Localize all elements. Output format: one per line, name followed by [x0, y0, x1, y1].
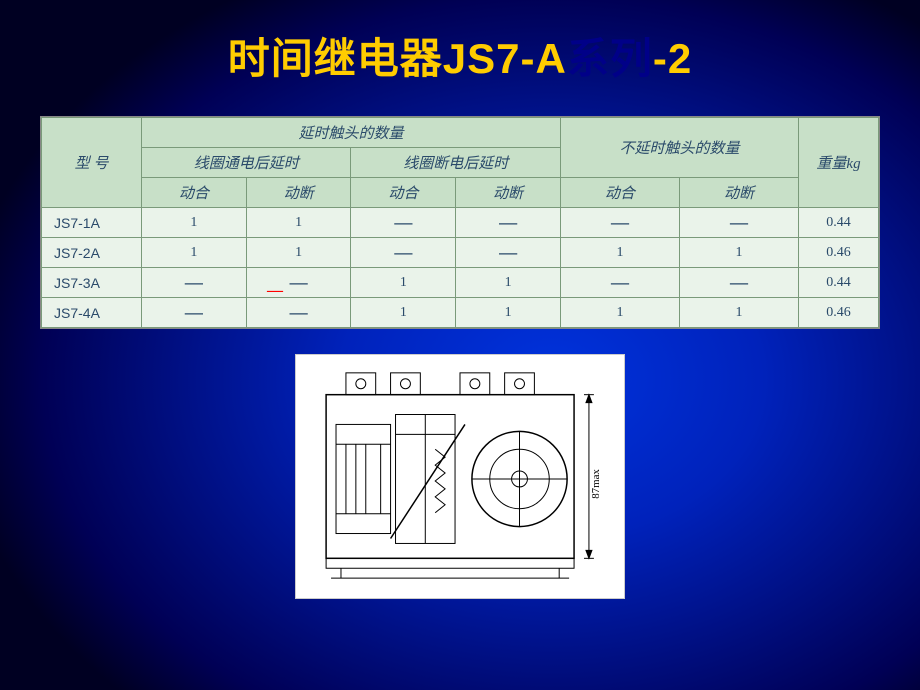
title-part3: 系列: [567, 37, 653, 83]
th-non-delayed: 不延时触头的数量: [560, 118, 798, 178]
spec-table: 型 号 延时触头的数量 不延时触头的数量 重量kg 线圈通电后延时 线圈断电后延…: [41, 117, 879, 328]
cell: —: [679, 208, 798, 238]
cell: —: [456, 208, 561, 238]
title-part1: 时间继电器: [228, 37, 443, 83]
cell: 0.44: [799, 268, 879, 298]
cell: 1: [142, 208, 247, 238]
cell: 0.46: [799, 238, 879, 268]
th-nd-no: 动合: [560, 178, 679, 208]
cell: 1: [246, 208, 351, 238]
table-row: JS7-3A — — 1 1 — — 0.44: [42, 268, 879, 298]
cell: 1: [246, 238, 351, 268]
spec-table-container: 型 号 延时触头的数量 不延时触头的数量 重量kg 线圈通电后延时 线圈断电后延…: [40, 116, 880, 329]
th-delayed: 延时触头的数量: [142, 118, 561, 148]
title-part4: -2: [653, 35, 692, 82]
cell: —: [142, 298, 247, 328]
cell: —: [560, 208, 679, 238]
cell: 1: [351, 268, 456, 298]
th-off-no: 动合: [351, 178, 456, 208]
cell: 1: [142, 238, 247, 268]
relay-diagram: 87max: [295, 354, 625, 599]
cell-model: JS7-3A: [42, 268, 142, 298]
table-row: JS7-4A — — 1 1 1 1 0.46: [42, 298, 879, 328]
diagram-svg: 87max: [296, 355, 624, 598]
cell: 1: [456, 298, 561, 328]
th-off-nc: 动断: [456, 178, 561, 208]
cell: —: [679, 268, 798, 298]
th-weight: 重量kg: [799, 118, 879, 208]
th-on-delay: 线圈通电后延时: [142, 148, 351, 178]
cell: 0.46: [799, 298, 879, 328]
table-row: JS7-1A 1 1 — — — — 0.44: [42, 208, 879, 238]
cell: 1: [456, 268, 561, 298]
cell-model: JS7-4A: [42, 298, 142, 328]
cell: —: [456, 238, 561, 268]
cell-model: JS7-1A: [42, 208, 142, 238]
th-nd-nc: 动断: [679, 178, 798, 208]
cell: 1: [351, 298, 456, 328]
cell: —: [246, 268, 351, 298]
red-annotation-icon: —: [267, 282, 283, 300]
cell: 1: [560, 298, 679, 328]
th-off-delay: 线圈断电后延时: [351, 148, 560, 178]
cell: —: [351, 238, 456, 268]
th-on-no: 动合: [142, 178, 247, 208]
cell: 0.44: [799, 208, 879, 238]
cell: —: [246, 298, 351, 328]
cell: 1: [679, 238, 798, 268]
cell: —: [560, 268, 679, 298]
th-on-nc: 动断: [246, 178, 351, 208]
table-row: JS7-2A 1 1 — — 1 1 0.46: [42, 238, 879, 268]
cell: —: [142, 268, 247, 298]
page-title: 时间继电器JS7-A系列-2: [0, 0, 920, 116]
cell: —: [351, 208, 456, 238]
cell-model: JS7-2A: [42, 238, 142, 268]
cell: 1: [679, 298, 798, 328]
th-model: 型 号: [42, 118, 142, 208]
title-part2: JS7-A: [443, 35, 567, 82]
dim-label: 87max: [590, 469, 602, 499]
cell: 1: [560, 238, 679, 268]
